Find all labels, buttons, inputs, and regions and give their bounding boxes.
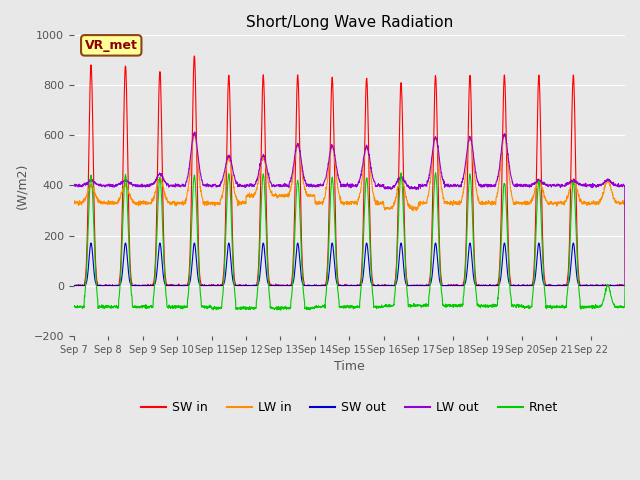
LW out [383,184,390,190]
LW in [190,131,198,136]
SW in [383,283,390,288]
LW out [621,282,629,288]
LW in [614,200,621,206]
SW out [244,283,252,288]
SW in [614,283,621,288]
LW in [125,191,132,196]
Line: LW out: LW out [74,132,625,285]
X-axis label: Time: Time [334,360,365,373]
LW in [383,205,390,211]
LW out [614,183,621,189]
Line: Rnet: Rnet [74,173,625,310]
Text: VR_met: VR_met [85,39,138,52]
Title: Short/Long Wave Radiation: Short/Long Wave Radiation [246,15,453,30]
SW in [191,53,198,59]
SW out [383,283,390,288]
Rnet [516,303,524,309]
Rnet [244,305,252,311]
LW out [516,182,524,188]
LW in [70,198,77,204]
SW out [87,240,95,246]
LW out [70,182,77,188]
LW in [516,201,524,206]
Y-axis label: (W/m2): (W/m2) [15,162,28,209]
SW in [125,216,132,222]
SW in [621,283,629,288]
Rnet [621,282,629,288]
LW out [547,182,554,188]
Line: LW in: LW in [74,133,625,286]
LW out [244,183,252,189]
SW in [516,283,524,288]
SW out [614,283,621,288]
Rnet [125,239,132,245]
SW in [547,282,554,288]
SW out [125,275,133,280]
Legend: SW in, LW in, SW out, LW out, Rnet: SW in, LW in, SW out, LW out, Rnet [136,396,563,419]
Line: SW out: SW out [74,243,625,286]
Rnet [70,303,77,309]
SW out [547,283,554,288]
Rnet [277,307,285,313]
Rnet [383,302,390,308]
SW in [244,283,252,288]
SW out [516,283,524,288]
SW in [70,283,77,288]
LW in [244,192,252,198]
Rnet [614,305,621,311]
LW in [621,283,629,288]
Rnet [547,304,555,310]
SW out [621,283,629,288]
LW in [547,199,554,204]
LW out [125,180,132,186]
Line: SW in: SW in [74,56,625,286]
LW out [191,129,198,135]
SW out [70,283,77,288]
Rnet [432,170,440,176]
